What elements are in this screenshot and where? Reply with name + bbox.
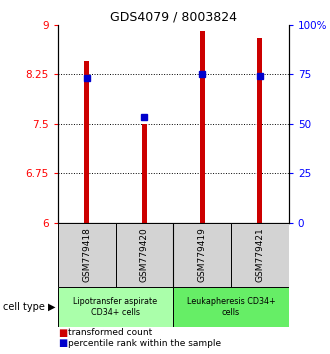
Title: GDS4079 / 8003824: GDS4079 / 8003824 — [110, 11, 237, 24]
Text: cell type: cell type — [3, 302, 45, 312]
Text: ■: ■ — [58, 328, 67, 338]
Text: GSM779420: GSM779420 — [140, 228, 149, 282]
Text: Lipotransfer aspirate
CD34+ cells: Lipotransfer aspirate CD34+ cells — [74, 297, 157, 317]
Text: ▶: ▶ — [48, 302, 55, 312]
Bar — [231, 223, 289, 287]
Bar — [115, 223, 173, 287]
Text: percentile rank within the sample: percentile rank within the sample — [68, 339, 221, 348]
Bar — [58, 287, 173, 327]
Bar — [58, 223, 115, 287]
Text: ■: ■ — [58, 338, 67, 348]
Bar — [173, 223, 231, 287]
Text: GSM779418: GSM779418 — [82, 227, 91, 282]
Bar — [173, 287, 289, 327]
Text: Leukapheresis CD34+
cells: Leukapheresis CD34+ cells — [187, 297, 275, 317]
Bar — [200, 32, 205, 223]
Text: GSM779421: GSM779421 — [255, 228, 264, 282]
Text: transformed count: transformed count — [68, 328, 152, 337]
Bar — [142, 124, 147, 223]
Bar — [84, 61, 89, 223]
Text: GSM779419: GSM779419 — [198, 227, 207, 282]
Bar — [257, 38, 262, 223]
